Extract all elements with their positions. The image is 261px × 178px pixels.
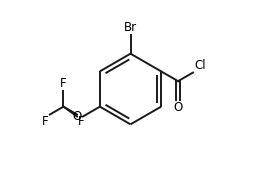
Text: O: O — [174, 101, 183, 114]
Text: Cl: Cl — [194, 59, 206, 72]
Text: F: F — [42, 116, 49, 129]
Text: F: F — [60, 77, 67, 90]
Text: F: F — [78, 116, 85, 129]
Text: O: O — [72, 110, 81, 123]
Text: Br: Br — [124, 21, 137, 34]
